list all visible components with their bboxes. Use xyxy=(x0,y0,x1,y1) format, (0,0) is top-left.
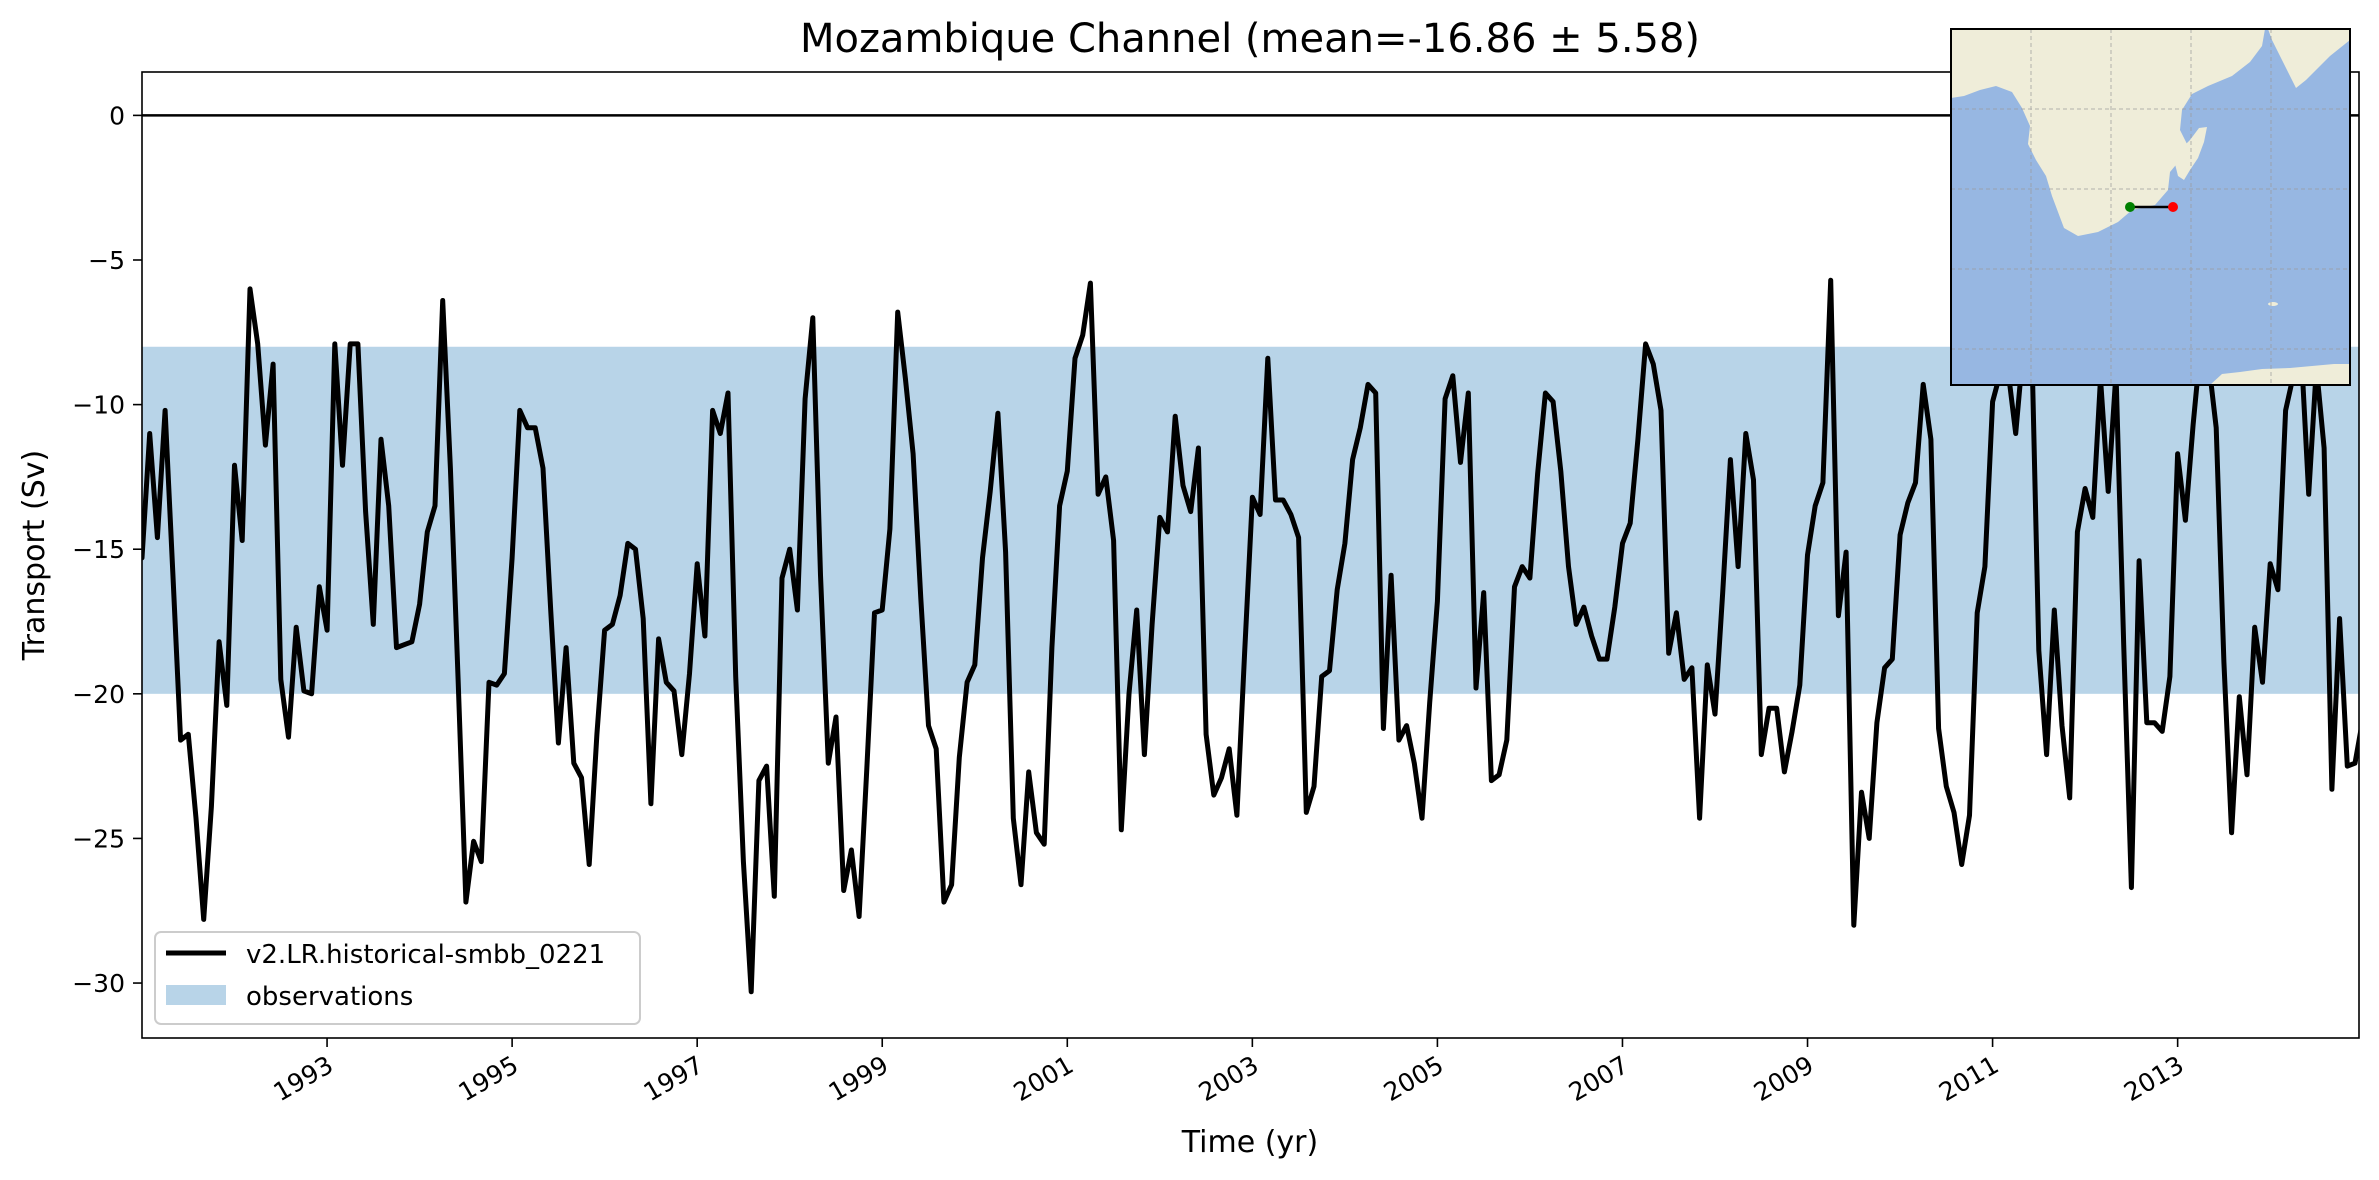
transect-start-point xyxy=(2125,202,2135,212)
y-tick-label: −25 xyxy=(72,824,125,853)
transport-series-line xyxy=(142,277,2359,995)
map-land-madagascar xyxy=(2175,127,2207,180)
map-gridlines xyxy=(1951,29,2350,385)
map-frame xyxy=(1950,28,2351,386)
legend-box xyxy=(154,931,641,1025)
y-tick-label: −20 xyxy=(72,680,125,709)
y-tick-label: 0 xyxy=(109,101,125,130)
map-land-islet xyxy=(2268,302,2278,306)
x-axis-label: Time (yr) xyxy=(1181,1125,1318,1160)
map-land-arabia xyxy=(2268,29,2350,88)
y-tick-label: −5 xyxy=(88,246,125,275)
chart-title: Mozambique Channel (mean=-16.86 ± 5.58) xyxy=(800,16,1700,62)
inset-map xyxy=(1950,28,2351,386)
legend-series-label: v2.LR.historical-smbb_0221 xyxy=(246,940,605,970)
map-land-antarctica xyxy=(2210,364,2350,385)
legend-band-swatch xyxy=(166,985,226,1005)
legend-band-label: observations xyxy=(246,982,413,1012)
y-tick-label: −10 xyxy=(72,391,125,420)
y-axis-label: Transport (Sv) xyxy=(17,450,52,662)
transect-end-point xyxy=(2168,202,2178,212)
plot-frame xyxy=(141,71,2360,1039)
y-tick-label: −15 xyxy=(72,535,125,564)
plot-area xyxy=(142,114,2359,995)
map-land-africa xyxy=(1951,29,2265,236)
y-axis-ticks: 0 −5 −10 −15 −20 −25 −30 xyxy=(72,101,142,998)
legend: v2.LR.historical-smbb_0221 observations xyxy=(154,931,641,1025)
y-tick-label: −30 xyxy=(72,969,125,998)
